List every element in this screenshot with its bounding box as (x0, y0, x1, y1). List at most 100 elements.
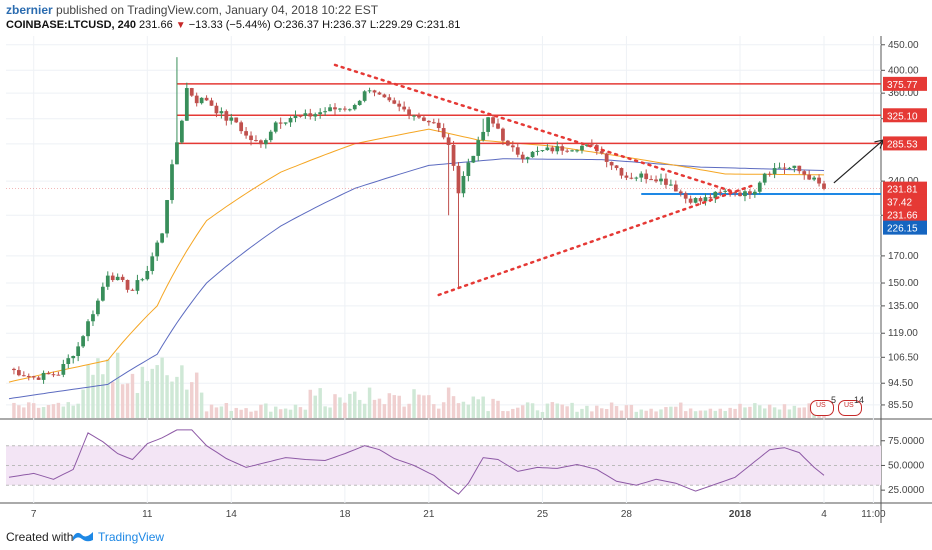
candle-body (461, 175, 466, 194)
candle-body (204, 97, 209, 101)
candle-body (772, 168, 777, 175)
candle-body (318, 112, 323, 115)
volume-bar (427, 395, 431, 418)
volume-bar (170, 381, 174, 418)
candle-body (797, 165, 802, 172)
candle-body (757, 182, 762, 192)
candle-body (486, 117, 490, 132)
candle-body (263, 140, 268, 145)
volume-bar (644, 410, 648, 418)
candle-body (76, 346, 81, 357)
volume-bar (506, 411, 510, 418)
volume-bar (595, 405, 599, 418)
volume-bar (372, 399, 377, 418)
candle-body (96, 300, 100, 315)
volume-bar (61, 406, 66, 418)
candle-body (634, 177, 639, 179)
candle-body (278, 122, 283, 124)
candle-body (817, 177, 821, 184)
candle-body (525, 157, 530, 160)
volume-bar (758, 405, 762, 418)
volume-bar (348, 393, 352, 418)
volume-bar (634, 411, 639, 418)
candle-body (535, 150, 540, 152)
volume-bar (629, 404, 634, 418)
volume-bar (703, 410, 708, 418)
volume-bar (224, 402, 229, 418)
volume-bar (135, 392, 140, 418)
candle-body (387, 97, 392, 101)
candle-body (491, 117, 495, 124)
candle-body (145, 271, 150, 280)
volume-bar (353, 391, 357, 418)
volume-bar (708, 408, 713, 418)
candle-body (510, 145, 515, 148)
x-tick-label: 25 (537, 509, 549, 520)
volume-bar (802, 407, 806, 418)
volume-bar (777, 409, 782, 418)
volume-bar (530, 403, 535, 418)
candle-body (481, 131, 486, 141)
author-link[interactable]: zbernier (6, 3, 53, 17)
chart-header: zbernier published on TradingView.com, J… (0, 0, 932, 36)
volume-bar (550, 402, 555, 418)
symbol-label[interactable]: COINBASE:LTCUSD, 240 (6, 19, 136, 31)
price-label: 226.15 (887, 224, 918, 235)
plot-background (0, 36, 932, 523)
volume-bar (76, 403, 80, 418)
candle-body (580, 145, 584, 151)
candle-body (787, 167, 792, 169)
volume-bar (466, 404, 471, 418)
candle-body (585, 144, 589, 146)
x-tick-label: 18 (339, 509, 351, 520)
candle-body (664, 178, 668, 185)
volume-bar (471, 396, 476, 418)
candle-body (515, 147, 520, 155)
volume-bar (748, 406, 752, 418)
candle-body (599, 151, 604, 154)
candle-body (703, 197, 708, 202)
candle-body (812, 177, 816, 180)
candle-body (180, 120, 184, 143)
candle-body (782, 167, 787, 169)
candle-body (209, 100, 214, 106)
candle-body (570, 150, 574, 152)
y-tick-label: 106.50 (888, 352, 919, 363)
volume-bar (422, 395, 426, 418)
volume-bar (446, 387, 451, 418)
volume-bar (96, 358, 100, 418)
volume-bar (698, 410, 703, 418)
volume-bar (619, 410, 624, 418)
candle-body (412, 115, 416, 117)
candle-body (471, 155, 476, 163)
volume-bar (140, 366, 145, 418)
candle-body (91, 314, 95, 322)
candle-body (377, 92, 382, 95)
candle-body (446, 137, 451, 146)
candle-body (189, 88, 194, 96)
tradingview-brand-link[interactable]: TradingView (98, 530, 165, 544)
volume-bar (362, 403, 367, 418)
volume-bar (298, 407, 303, 418)
event-flag-icon[interactable]: US 5 (810, 395, 836, 416)
volume-bar (407, 403, 411, 418)
volume-bar (125, 383, 130, 418)
volume-bar (767, 404, 772, 418)
volume-bar (664, 407, 668, 418)
volume-bar (308, 389, 313, 418)
volume-bar (669, 406, 673, 418)
volume-bar (160, 357, 164, 418)
candle-body (545, 147, 550, 151)
event-flag-icon[interactable]: US 14 (838, 395, 864, 416)
x-tick-label: 28 (621, 509, 633, 520)
created-with-text: Created with (6, 530, 74, 544)
candle-body (165, 200, 169, 234)
volume-bar (491, 398, 495, 418)
volume-bar (155, 365, 159, 418)
open-value: 236.37 (285, 19, 320, 31)
volume-bar (565, 406, 569, 418)
volume-bar (120, 384, 125, 418)
volume-bar (693, 411, 698, 418)
x-tick-label: 4 (821, 509, 827, 520)
candle-body (71, 356, 76, 359)
